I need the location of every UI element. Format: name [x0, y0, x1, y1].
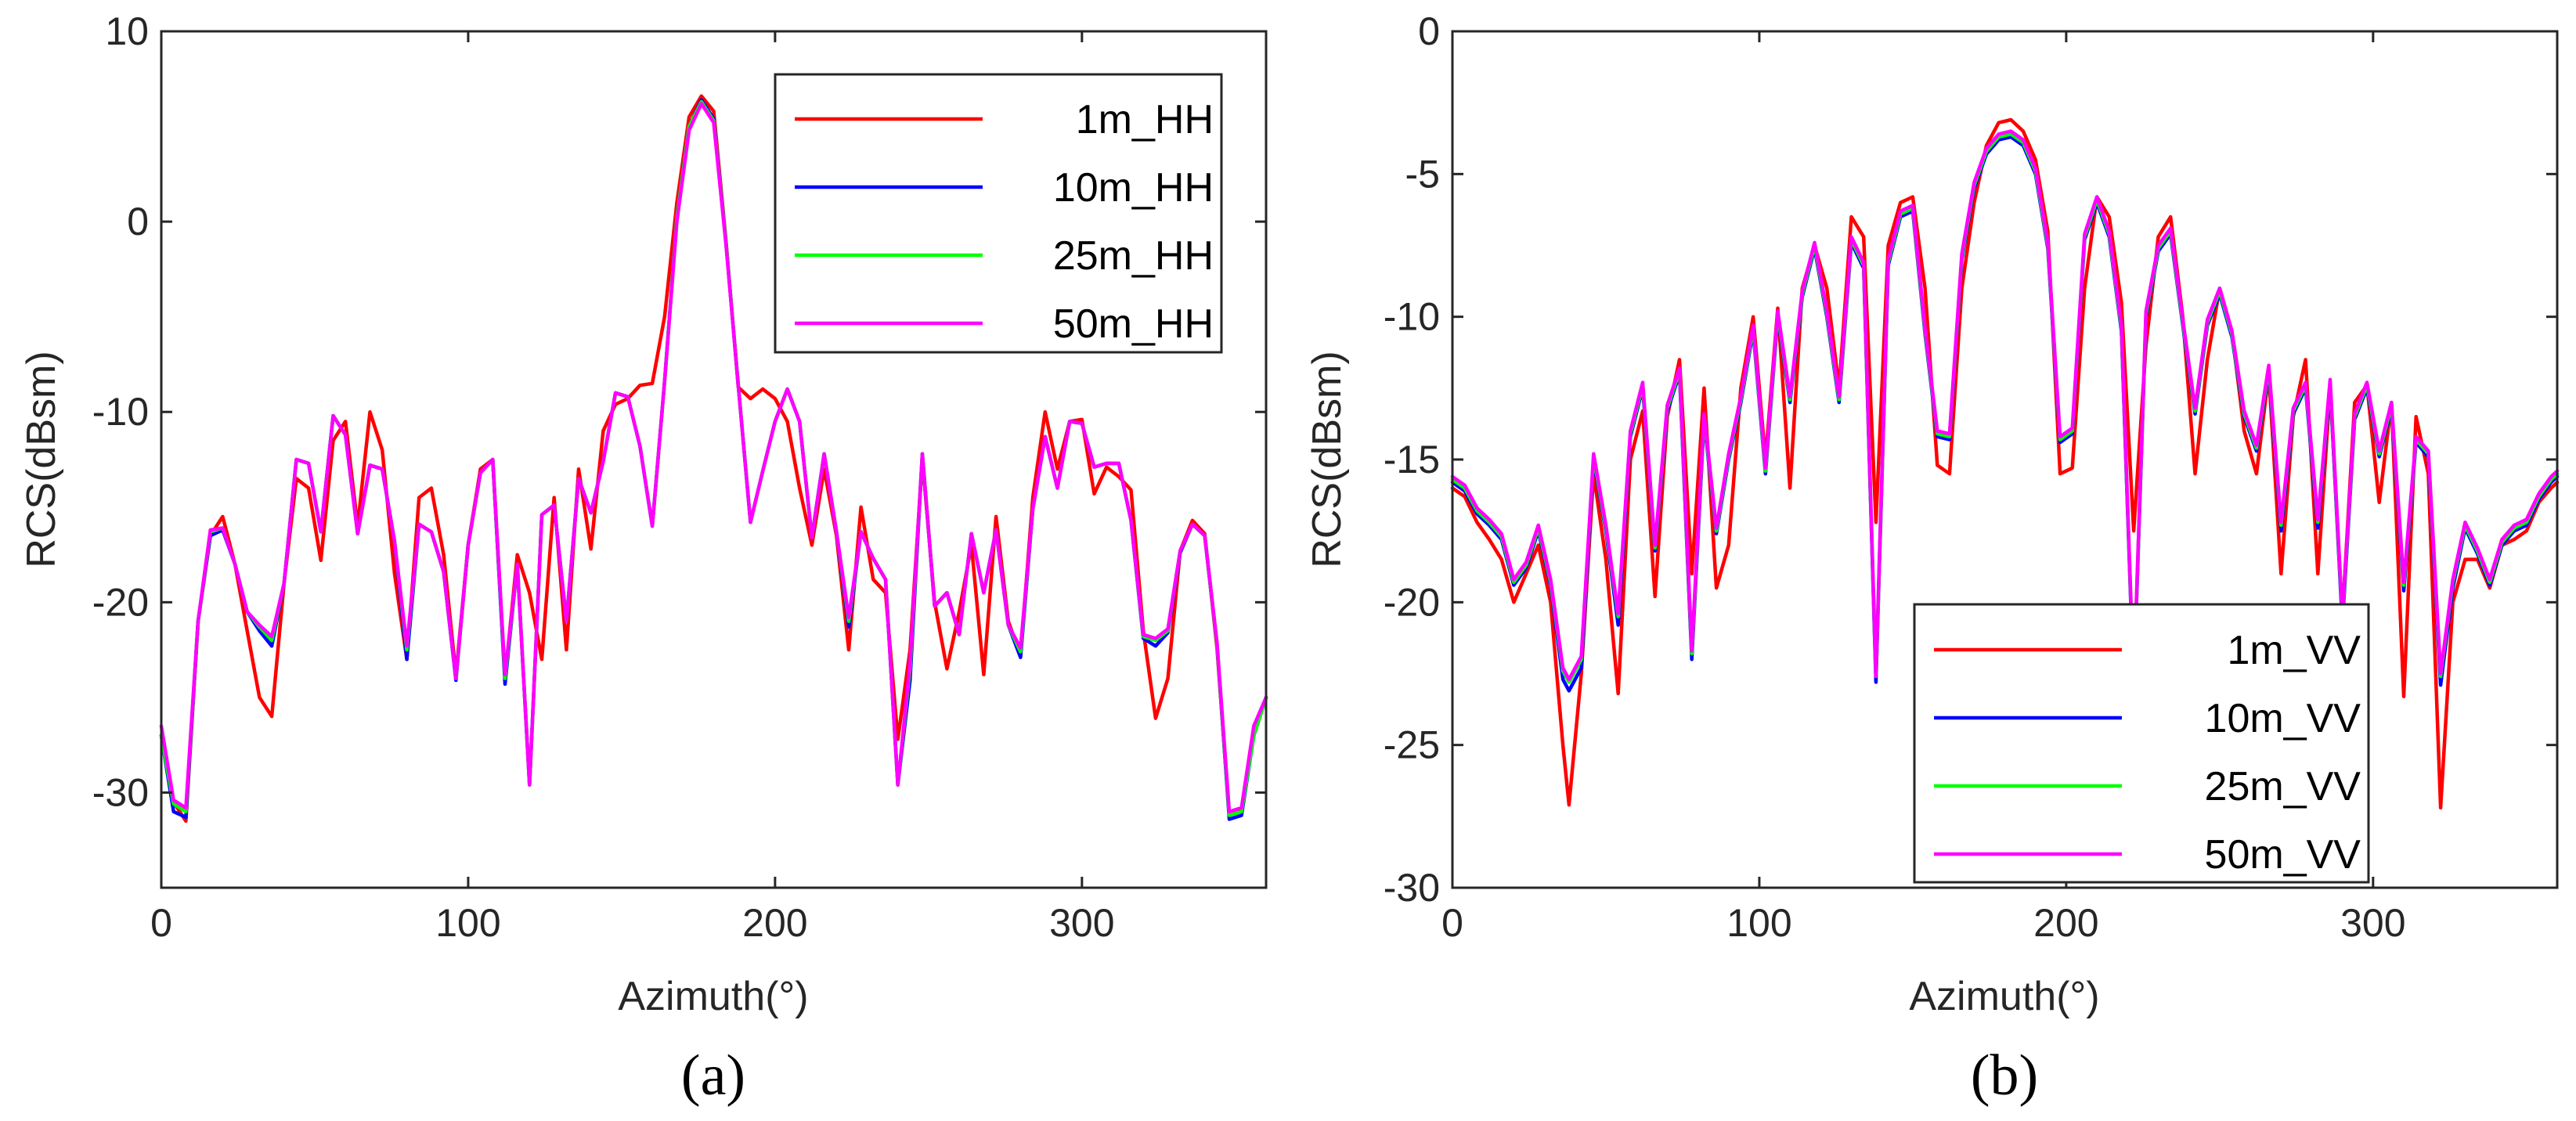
caption-a: (a) [681, 1044, 745, 1108]
y-axis-label-a: RCS(dBsm) [19, 351, 64, 568]
y-tick-label: 10 [105, 9, 149, 53]
series-line-50m-vv [1450, 129, 2560, 684]
legend-label-25m-vv: 25m_VV [2205, 764, 2361, 809]
series-layer-b [1450, 117, 2560, 810]
series-line-1m-hh [159, 94, 1268, 824]
legend-label-10m-hh: 10m_HH [1053, 165, 1214, 211]
legend-b: 1m_VV 10m_VV 25m_VV 50m_VV [1913, 603, 2370, 884]
axes-box-a [160, 30, 1268, 889]
y-tick-label: -20 [92, 580, 149, 624]
legend-label-50m-vv: 50m_VV [2205, 832, 2361, 878]
y-tick-label: 0 [1418, 9, 1440, 53]
y-tick-label: 0 [127, 200, 149, 243]
legend-label-50m-hh: 50m_HH [1053, 301, 1214, 347]
x-axis-label-b: Azimuth(°) [1909, 974, 2099, 1019]
y-tick-label: -30 [1384, 866, 1440, 910]
x-tick-label: 0 [150, 901, 172, 945]
ticks-layer-b: 0 100 200 300 0 -5 -10 -15 -20 -25 -30 [1384, 9, 2557, 945]
series-line-1m-vv [1450, 117, 2560, 810]
y-tick-label: -10 [92, 390, 149, 434]
x-tick-label: 300 [1049, 901, 1114, 945]
x-tick-label: 0 [1441, 901, 1463, 945]
x-tick-label: 200 [2033, 901, 2098, 945]
y-tick-label: -5 [1405, 152, 1440, 196]
y-tick-label: -20 [1384, 580, 1440, 624]
x-tick-label: 100 [435, 901, 500, 945]
legend-label-1m-vv: 1m_VV [2227, 628, 2361, 673]
y-tick-label: -30 [92, 770, 149, 814]
series-line-50m-hh [159, 102, 1268, 814]
legend-a: 1m_HH 10m_HH 25m_HH 50m_HH [774, 73, 1223, 354]
y-axis-label-b: RCS(dBsm) [1304, 351, 1350, 568]
y-tick-label: -25 [1384, 723, 1440, 767]
x-tick-label: 300 [2340, 901, 2405, 945]
legend-label-1m-hh: 1m_HH [1076, 97, 1214, 142]
series-layer-a [159, 94, 1268, 824]
caption-b: (b) [1971, 1044, 2038, 1108]
y-tick-label: -10 [1384, 295, 1440, 339]
legend-label-10m-vv: 10m_VV [2205, 696, 2361, 741]
y-tick-label: -15 [1384, 438, 1440, 481]
x-tick-label: 100 [1726, 901, 1791, 945]
x-tick-label: 200 [742, 901, 807, 945]
legend-label-25m-hh: 25m_HH [1053, 233, 1214, 279]
x-axis-label-a: Azimuth(°) [618, 974, 808, 1019]
